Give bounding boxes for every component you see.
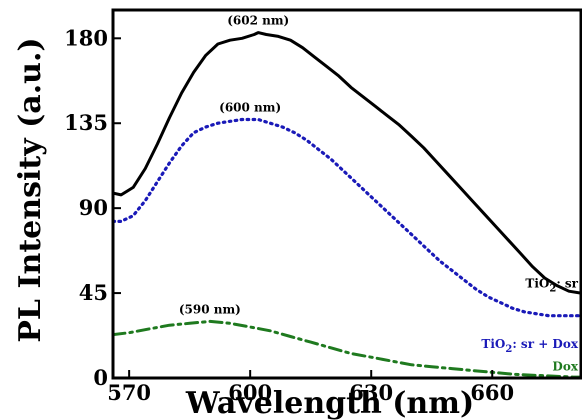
series-label-sub-0: 2: [549, 284, 556, 295]
chart-labels: 570 600 630 660 0 45 90 135 180 (602 nm) (600 nm) (…: [64, 14, 579, 405]
series-line-0: [113, 31, 581, 295]
series-label-main-0: TiO: [525, 277, 549, 291]
y-tick-label-90: 90: [79, 195, 108, 220]
series-label-1: TiO2: sr + Dox: [481, 337, 578, 355]
series-label-main-1: TiO: [481, 337, 505, 351]
peak-label-1: (600 nm): [219, 100, 281, 114]
y-tick-label-0: 0: [93, 365, 108, 390]
peak-label-2: (590 nm): [179, 302, 241, 316]
series-label-sub-1: 2: [505, 344, 512, 355]
x-tick-label-660: 660: [470, 380, 514, 405]
peak-label-0: (602 nm): [227, 14, 289, 28]
y-tick-label-135: 135: [64, 110, 108, 135]
x-tick-label-600: 600: [228, 380, 272, 405]
plot-area: [113, 31, 581, 378]
x-tick-label-570: 570: [107, 380, 151, 405]
y-tick-label-45: 45: [79, 280, 108, 305]
series-label-0: TiO2: sr: [525, 277, 578, 295]
x-axis-title: Wavelength (nm): [185, 386, 474, 420]
series-label-rest-0: : sr: [556, 277, 578, 291]
y-axis-title: PL Intensity (a.u.): [13, 37, 48, 342]
series-line-2: [113, 319, 581, 378]
plot-frame: [111, 8, 582, 380]
series-label-main-2: Dox: [552, 360, 578, 374]
series-line-1: [113, 117, 581, 318]
y-tick-label-180: 180: [64, 25, 108, 50]
axis-ticks: [113, 37, 494, 379]
series-label-rest-1: : sr + Dox: [512, 337, 579, 351]
series-label-2: Dox: [552, 360, 578, 374]
x-tick-label-630: 630: [349, 380, 393, 405]
